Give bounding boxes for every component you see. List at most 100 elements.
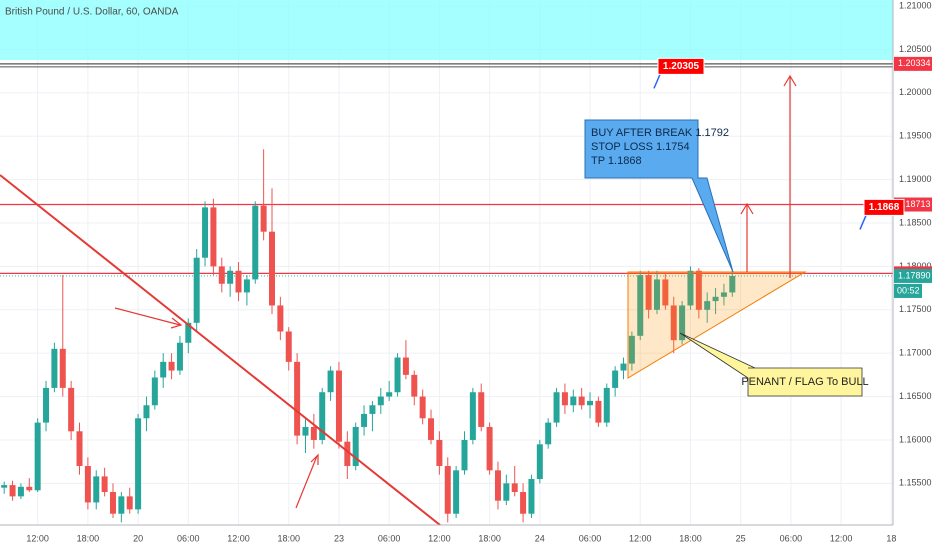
candle-body — [143, 405, 150, 419]
candle-body — [218, 266, 225, 284]
candle-body — [361, 413, 368, 427]
x-tick-label: 25 — [736, 533, 746, 543]
flag-pointer — [859, 215, 867, 230]
flag-label: 1.20305 — [663, 61, 700, 72]
candle-body — [135, 418, 142, 510]
arrows — [114, 74, 797, 509]
candle-body — [26, 486, 33, 491]
y-tick-label: 1.20000 — [899, 87, 932, 97]
x-tick-label: 20 — [133, 533, 143, 543]
x-tick-label: 18 — [886, 533, 896, 543]
price-lines — [0, 63, 893, 277]
price-line-box — [894, 56, 932, 71]
candle-body — [444, 465, 451, 514]
candle-body — [729, 275, 736, 293]
y-tick-label: 1.17000 — [899, 348, 932, 358]
candle-body — [369, 405, 376, 414]
candle-body — [243, 279, 250, 293]
callout-line: TP 1.1868 — [591, 155, 642, 167]
candle-body — [570, 396, 577, 406]
y-tick-label: 1.18500 — [899, 217, 932, 227]
pattern-label: PENANT / FLAG To BULL — [741, 376, 868, 388]
y-tick-label: 1.16000 — [899, 434, 932, 444]
y-tick-label: 1.20500 — [899, 44, 932, 54]
candle-body — [612, 370, 619, 388]
flag-box — [863, 198, 905, 216]
candle-body — [587, 400, 594, 406]
flag-box — [657, 57, 705, 75]
x-tick-label: 06:00 — [780, 533, 803, 543]
x-tick-label: 18:00 — [679, 533, 702, 543]
candle-body — [536, 444, 543, 480]
candle-body — [620, 363, 627, 371]
x-tick-label: 24 — [535, 533, 545, 543]
axis-labels: 1.15500 1.16000 1.16500 1.17000 1.17500 1.180… — [26, 0, 932, 543]
candle-body — [503, 483, 510, 501]
y-tick-label: 1.21000 — [899, 0, 932, 10]
x-tick-label: 12:00 — [428, 533, 451, 543]
callout-line: STOP LOSS 1.1754 — [591, 141, 690, 153]
candle-body — [679, 305, 686, 341]
pattern-callout — [679, 332, 863, 397]
callout-line: BUY AFTER BREAK 1.1792 — [591, 127, 729, 139]
x-tick-label: 12:00 — [227, 533, 250, 543]
candle-body — [486, 426, 493, 471]
candle-body — [335, 370, 342, 442]
flag-label: 1.1868 — [869, 202, 900, 213]
candle-body — [528, 479, 535, 514]
y-tick-label: 1.16500 — [899, 391, 932, 401]
x-tick-label: 06:00 — [177, 533, 200, 543]
candle-body — [545, 422, 552, 445]
candle-body — [428, 418, 435, 440]
price-line-label: 1.18713 — [898, 199, 931, 209]
candle-body — [494, 470, 501, 501]
candle-body — [411, 374, 418, 397]
candle-body — [520, 492, 527, 514]
x-tick-label: 23 — [334, 533, 344, 543]
candle-body — [126, 496, 133, 510]
y-tick-label: 1.15500 — [899, 478, 932, 488]
candle-body — [260, 205, 267, 232]
candle-body — [662, 279, 669, 306]
candle-body — [377, 396, 384, 406]
candle-body — [151, 377, 158, 406]
candle-body — [93, 476, 100, 503]
candle-body — [478, 392, 485, 427]
candle-body — [344, 441, 351, 466]
candle-body — [185, 322, 192, 343]
chart-title: British Pound / U.S. Dollar, 60, OANDA — [5, 7, 179, 18]
candle-body — [193, 257, 200, 323]
candles — [1, 149, 736, 523]
trend-line — [0, 174, 441, 526]
candle-body — [553, 392, 560, 423]
candle-body — [453, 470, 460, 514]
x-tick-label: 12:00 — [830, 533, 853, 543]
candle-body — [628, 335, 635, 364]
candle-body — [419, 396, 426, 419]
candle-body — [252, 205, 259, 280]
candle-body — [43, 387, 50, 423]
candle-body — [695, 270, 702, 310]
candle-body — [712, 296, 719, 302]
callout — [584, 119, 734, 273]
candle-body — [285, 331, 292, 362]
candle-body — [603, 387, 610, 423]
candle-body — [101, 476, 108, 493]
candle-body — [17, 486, 24, 497]
candle-body — [578, 396, 585, 406]
x-tick-label: 12:00 — [629, 533, 652, 543]
x-tick-label: 18:00 — [77, 533, 100, 543]
candle-body — [34, 422, 41, 491]
candle-body — [235, 270, 242, 293]
candle-body — [59, 348, 66, 388]
candle-body — [461, 439, 468, 471]
candle-body — [168, 361, 175, 371]
candle-body — [653, 279, 660, 310]
candle-body — [76, 431, 83, 466]
candle-body — [469, 392, 476, 440]
candle-body — [9, 485, 16, 497]
price-line-label: 1.20334 — [898, 58, 931, 68]
y-tick-label: 1.19000 — [899, 174, 932, 184]
y-tick-label: 1.18000 — [899, 261, 932, 271]
candle-body — [160, 361, 167, 378]
